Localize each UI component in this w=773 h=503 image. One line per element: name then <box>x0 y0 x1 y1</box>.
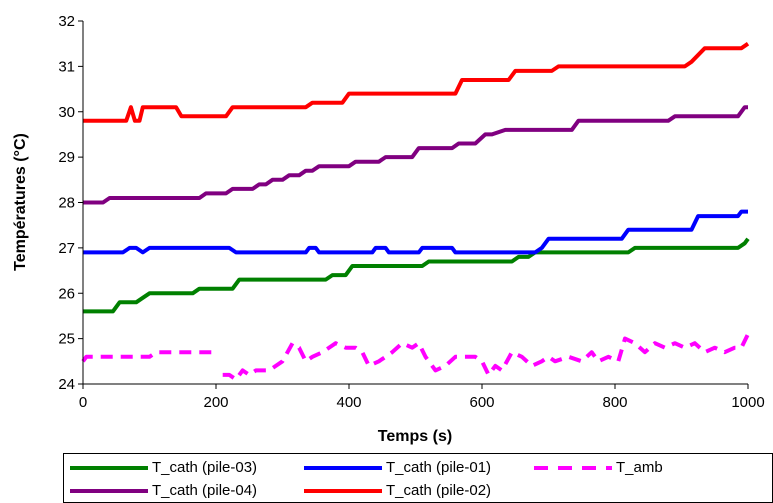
y-tick-label: 28 <box>58 195 75 212</box>
legend-item-pile-04: T_cath (pile-04) <box>70 479 257 501</box>
x-tick-label: 0 <box>79 394 87 411</box>
series-line-t-cath-pile-02 <box>83 42 750 123</box>
legend-swatch-pile-01 <box>304 461 382 473</box>
series-line-t-cath-pile-03 <box>83 237 750 314</box>
legend-swatch-pile-03 <box>70 461 148 473</box>
tick-layer: 24 25 26 27 28 29 30 31 32 0 200 400 600 800 1000 <box>58 13 764 411</box>
legend-item-pile-01: T_cath (pile-01) <box>304 456 491 478</box>
series-line-t-cath-pile-04 <box>83 105 748 205</box>
x-tick-label: 400 <box>336 394 361 411</box>
x-tick-label: 1000 <box>731 394 764 411</box>
legend-item-amb: T_amb <box>534 456 663 478</box>
series-line-t-amb <box>81 333 750 382</box>
y-tick-label: 24 <box>58 376 75 393</box>
legend-label-pile-01: T_cath (pile-01) <box>386 458 492 476</box>
series-layer <box>81 42 750 382</box>
legend: T_cath (pile-03) T_cath (pile-01) T_amb … <box>63 453 773 503</box>
x-axis-title: Temps (s) <box>378 428 452 445</box>
y-tick-label: 26 <box>58 285 75 302</box>
y-tick-label: 29 <box>58 149 75 166</box>
legend-item-pile-03: T_cath (pile-03) <box>70 456 257 478</box>
series-line-t-cath-pile-01 <box>83 209 748 255</box>
legend-label-pile-04: T_cath (pile-04) <box>152 481 258 499</box>
y-tick-label: 31 <box>58 58 75 75</box>
legend-swatch-pile-02 <box>304 484 382 496</box>
legend-label-pile-03: T_cath (pile-03) <box>152 458 258 476</box>
x-tick-label: 200 <box>203 394 228 411</box>
x-tick-label: 800 <box>602 394 627 411</box>
legend-label-pile-02: T_cath (pile-02) <box>386 481 492 499</box>
y-tick-label: 25 <box>58 331 75 348</box>
x-tick-label: 600 <box>469 394 494 411</box>
y-axis-title: Températures (°C) <box>12 133 29 271</box>
legend-swatch-amb <box>534 461 612 473</box>
legend-swatch-pile-04 <box>70 484 148 496</box>
chart: 24 25 26 27 28 29 30 31 32 0 200 400 600 800 1000 Temp… <box>12 13 765 445</box>
legend-label-amb: T_amb <box>616 458 663 476</box>
y-tick-label: 32 <box>58 13 75 30</box>
legend-item-pile-02: T_cath (pile-02) <box>304 479 491 501</box>
y-tick-label: 27 <box>58 240 75 257</box>
y-tick-label: 30 <box>58 104 75 121</box>
